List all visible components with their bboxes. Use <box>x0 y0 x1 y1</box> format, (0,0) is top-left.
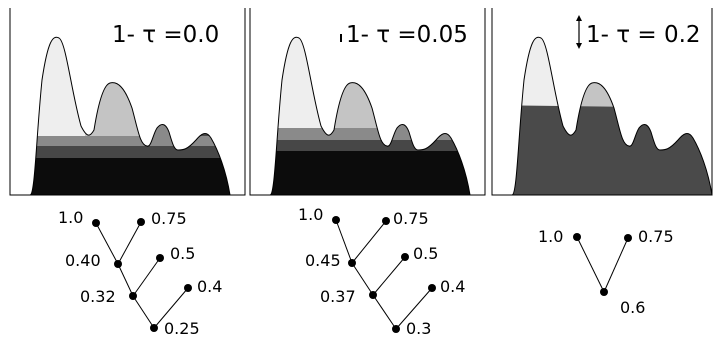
panel-3-title: 1- τ = 0.2 <box>586 22 701 48</box>
tree-node-label: 0.5 <box>170 244 195 263</box>
panel-3-frame <box>491 8 713 196</box>
panel-1-density: 1- τ =0.0 <box>9 8 246 196</box>
tree-node <box>624 234 632 242</box>
level-band-base <box>10 158 230 195</box>
panel-2-title: 1- τ =0.05 <box>346 22 468 48</box>
tree-node <box>114 260 122 268</box>
tree-node-label: 0.37 <box>320 287 356 306</box>
tree-node-label: 0.45 <box>305 251 341 270</box>
tree-nodes <box>92 216 632 333</box>
tree-node-label: 1.0 <box>538 227 563 246</box>
tree-node-label: 0.75 <box>151 209 187 228</box>
tree-node-label: 0.3 <box>406 319 431 338</box>
level-band-base <box>492 105 712 195</box>
tree-node <box>129 292 137 300</box>
tree-node <box>401 253 409 261</box>
panel-2-tree <box>335 219 433 330</box>
tree-node <box>600 288 608 296</box>
panel-2-frame <box>249 8 486 196</box>
tree-node <box>332 216 340 224</box>
tree-node-label: 0.40 <box>65 251 101 270</box>
tree-node <box>369 291 377 299</box>
panel-1-title: 1- τ =0.0 <box>112 22 219 48</box>
tree-node <box>392 325 400 333</box>
tree-node-label: 1.0 <box>298 205 323 224</box>
tree-node <box>428 284 436 292</box>
tree-node <box>137 218 145 226</box>
double-arrow-icon <box>576 15 582 49</box>
panel-1-frame <box>9 8 246 196</box>
panel-2-density: 1- τ =0.05 <box>249 8 486 196</box>
tree-node-label: 1.0 <box>58 208 83 227</box>
tree-node <box>150 324 158 332</box>
level-band-layer-2 <box>10 146 230 158</box>
tree-node <box>156 254 164 262</box>
tree-node-label: 0.75 <box>638 227 674 246</box>
tree-node-label: 0.4 <box>440 277 465 296</box>
tree-node-label: 0.25 <box>164 319 200 338</box>
panel-2-marker <box>340 34 342 42</box>
level-band-base <box>250 151 470 195</box>
tree-node <box>382 217 390 225</box>
level-band-layer-1 <box>10 136 230 146</box>
tree-node-label: 0.75 <box>393 209 429 228</box>
tree-node-label: 0.6 <box>620 298 645 317</box>
level-band-layer-2 <box>250 140 470 151</box>
panel-3-tree <box>576 236 629 293</box>
panel-1-tree <box>95 221 189 329</box>
tree-node <box>92 219 100 227</box>
tree-node-label: 0.4 <box>197 277 222 296</box>
tree-node <box>573 233 581 241</box>
tree-node-label: 0.32 <box>80 287 116 306</box>
panel-3-density: 1- τ = 0.2 <box>491 8 713 196</box>
tree-node-label: 0.5 <box>413 244 438 263</box>
tree-node <box>184 284 192 292</box>
tree-node <box>348 259 356 267</box>
